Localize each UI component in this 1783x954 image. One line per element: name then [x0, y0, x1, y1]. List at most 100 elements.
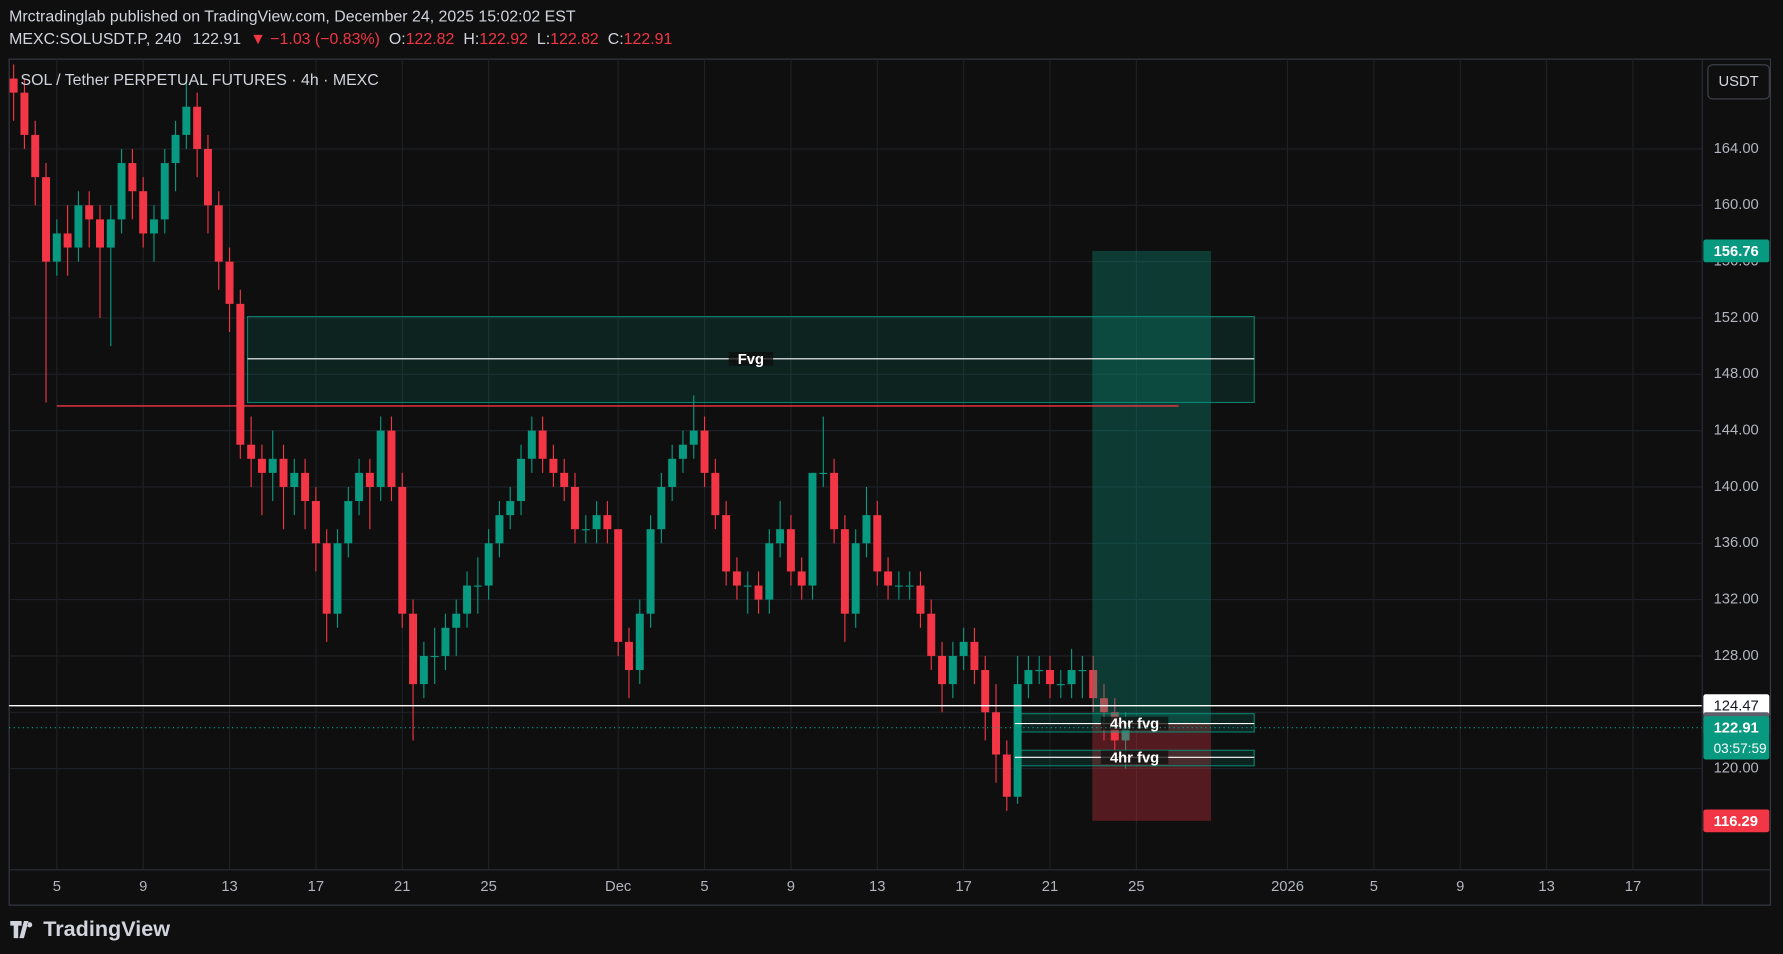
brand-logo: TradingView: [10, 916, 170, 941]
candle-body: [214, 205, 223, 262]
candle-body: [247, 444, 256, 459]
candle-body: [31, 134, 40, 178]
candle-body: [678, 444, 687, 459]
x-tick-label: 13: [221, 879, 237, 895]
candle-body: [786, 529, 795, 572]
candle-body: [268, 458, 277, 473]
candle-body: [257, 458, 266, 473]
x-tick-label: 5: [700, 879, 708, 895]
candle-body: [301, 472, 310, 502]
position-profit: [1092, 250, 1212, 724]
candle-body: [905, 585, 914, 587]
candle-body: [344, 501, 353, 544]
candle-body: [63, 233, 72, 248]
candle-body: [948, 655, 957, 685]
last-price: 122.91: [192, 31, 241, 48]
chart-frame: [8, 58, 1772, 906]
logo-mark: [10, 921, 33, 939]
ohlc-value: 122.82: [406, 31, 455, 48]
candle-body: [171, 134, 180, 164]
candle-body: [808, 472, 817, 586]
candle-body: [571, 486, 579, 530]
candle-body: [365, 472, 374, 487]
candle-body: [193, 106, 202, 149]
last-price-tag-bg: [1703, 716, 1770, 760]
x-tick-label: 25: [480, 879, 496, 895]
candle-body: [419, 655, 428, 685]
candle-body: [970, 641, 979, 671]
axis-labels: 120.00124.00128.00132.00136.00140.00144.…: [53, 141, 1770, 895]
stop-tag-bg: [1703, 809, 1770, 833]
candle-body: [409, 613, 418, 685]
ohlc-label: C:: [608, 31, 624, 48]
brand: TradingView: [43, 916, 170, 941]
candle-body: [927, 613, 936, 656]
candle-body: [700, 430, 709, 473]
candle-body: [225, 261, 234, 304]
ohlc-label: H:: [463, 31, 479, 48]
candle-body: [117, 163, 126, 220]
currency-button[interactable]: [1707, 64, 1770, 100]
candle-body: [333, 543, 342, 614]
candle-body: [473, 585, 482, 587]
candle-body: [322, 543, 331, 614]
y-tick-label: 148.00: [1714, 366, 1759, 382]
fvg-label: 4hr fvg: [1110, 750, 1159, 766]
x-tick-label: 9: [787, 879, 795, 895]
candle-body: [430, 655, 439, 658]
y-tick-label: 136.00: [1714, 535, 1759, 551]
ohlc-value: 122.82: [550, 31, 599, 48]
x-tick-label: 17: [955, 879, 971, 895]
candle-body: [463, 585, 472, 614]
candle-body: [916, 585, 925, 614]
candle-body: [992, 712, 1001, 755]
target-tag-bg: [1703, 239, 1770, 263]
candle-body: [74, 205, 83, 248]
candle-body: [743, 585, 752, 587]
y-tick-label: 152.00: [1714, 310, 1759, 326]
candle-body: [862, 515, 871, 544]
candle-body: [538, 430, 547, 459]
candle-body: [527, 430, 536, 459]
candle-body: [279, 458, 288, 487]
y-tick-label: 132.00: [1714, 592, 1759, 608]
fvg-label: 4hr fvg: [1110, 717, 1159, 733]
candle-body: [851, 543, 860, 614]
candle-body: [873, 515, 882, 572]
grid: [9, 59, 1703, 870]
candle-body: [96, 219, 104, 248]
candle-body: [182, 106, 191, 135]
candle-body: [398, 486, 407, 614]
candle-body: [1002, 754, 1011, 797]
y-tick-label: 120.00: [1714, 761, 1759, 777]
y-tick-label: 144.00: [1714, 423, 1759, 439]
x-tick-label: 13: [1538, 879, 1554, 895]
x-tick-label: 21: [1042, 879, 1058, 895]
candle-body: [624, 641, 633, 671]
candle-body: [160, 163, 169, 220]
candle-body: [732, 571, 741, 586]
candle-body: [517, 458, 526, 502]
candle-body: [20, 92, 29, 135]
target-tag: 156.76: [1714, 244, 1759, 260]
candle-body: [776, 529, 785, 544]
candle-body: [981, 670, 990, 713]
candle-body: [797, 571, 806, 586]
x-tick-label: Dec: [605, 879, 631, 895]
ohlc-value: 122.91: [624, 31, 673, 48]
candle-body: [765, 543, 774, 600]
candle-body: [355, 472, 364, 502]
candle-body: [290, 472, 299, 487]
candle-body: [711, 472, 720, 516]
candle-body: [387, 430, 396, 487]
candle-body: [1089, 670, 1098, 699]
candle-body: [139, 191, 148, 234]
candle-body: [85, 205, 94, 220]
candle-body: [376, 430, 385, 487]
candle-body: [452, 613, 461, 628]
candle-body: [42, 177, 50, 262]
candle-body: [657, 486, 666, 530]
candle-body: [1035, 670, 1044, 672]
y-tick-label: 164.00: [1714, 141, 1759, 157]
